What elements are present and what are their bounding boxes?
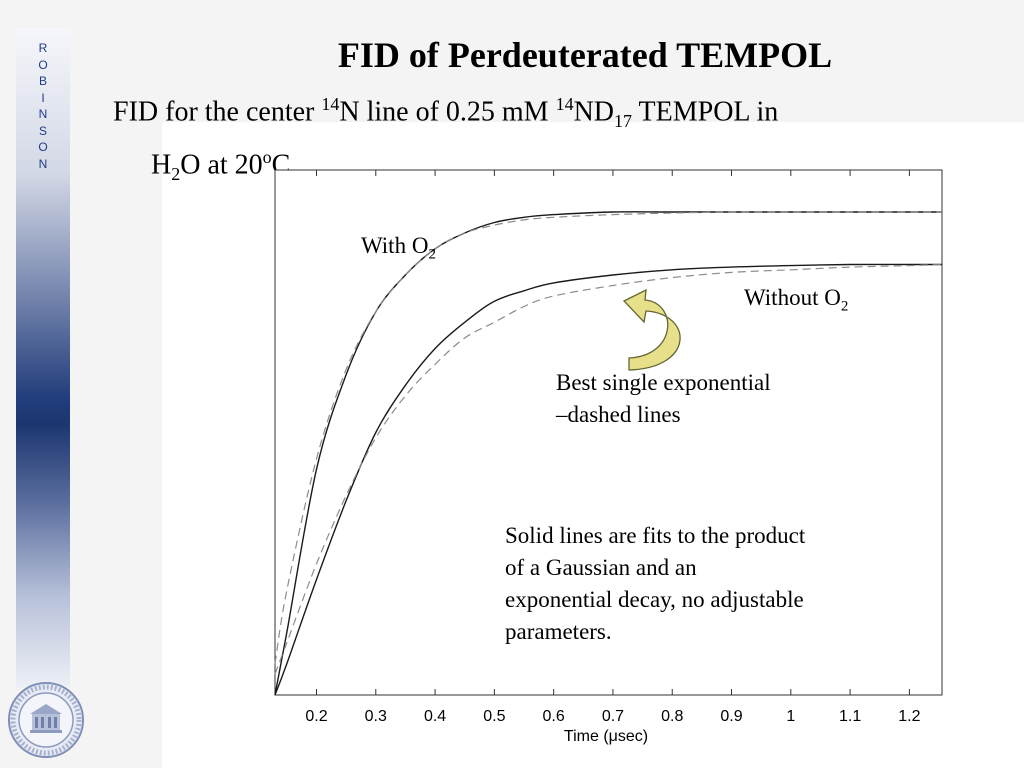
solid-note-line: Solid lines are fits to the product — [505, 523, 806, 548]
subtitle-text: TEMPOL in — [632, 96, 779, 128]
label-with-o2-text: With O — [361, 233, 429, 258]
subtitle-sub: 17 — [614, 110, 633, 131]
x-tick-label: 0.9 — [720, 708, 742, 725]
x-tick-label: 1.2 — [898, 708, 920, 725]
series-line — [274, 211, 942, 696]
subtitle-sub: 2 — [171, 163, 181, 184]
x-tick-label: 0.5 — [483, 708, 505, 725]
solid-note-line: parameters. — [505, 619, 612, 644]
subtitle-text: N line of 0.25 mM — [339, 96, 556, 128]
dashed-note-line: –dashed lines — [556, 402, 681, 427]
header-band — [0, 0, 1024, 122]
dashed-lines-note: Best single exponential –dashed lines — [556, 367, 771, 431]
x-axis-label: Time (μsec) — [564, 728, 648, 745]
subtitle-text: ND — [573, 96, 615, 128]
subtitle-line-1: FID for the center 14N line of 0.25 mM 1… — [113, 86, 993, 139]
subtitle-sup: 14 — [555, 94, 574, 114]
subtitle-sup: o — [262, 146, 272, 167]
slide-subtitle: FID for the center 14N line of 0.25 mM 1… — [113, 86, 993, 192]
label-with-o2-sub: 2 — [428, 246, 436, 263]
series-line — [274, 211, 942, 664]
solid-note-line: of a Gaussian and an — [505, 555, 697, 580]
label-without-o2-text: Without O — [744, 285, 841, 310]
vertical-letter: O — [38, 57, 48, 72]
x-tick-label: 0.7 — [602, 708, 624, 725]
series-line — [274, 263, 943, 675]
solid-lines-note: Solid lines are fits to the product of a… — [505, 520, 805, 648]
vertical-letter: O — [38, 140, 48, 154]
label-without-o2-sub: 2 — [840, 298, 849, 315]
plot-frame — [274, 169, 943, 696]
series-line — [274, 263, 942, 696]
vertical-letter: N — [38, 156, 48, 171]
label-without-o2: Without O2 — [744, 282, 848, 323]
subtitle-text: FID for the center — [113, 96, 322, 128]
x-tick-label: 1.1 — [839, 708, 861, 725]
vertical-letter: B — [38, 74, 47, 88]
x-tick-label: 0.3 — [365, 708, 387, 725]
subtitle-text: O at 20 — [180, 149, 263, 181]
solid-note-line: exponential decay, no adjustable — [505, 587, 804, 612]
vertical-letter: I — [41, 90, 45, 105]
slide-title: FID of Perdeuterated TEMPOL — [337, 35, 833, 75]
side-gradient-stripe — [16, 28, 70, 688]
curved-arrow-icon — [622, 288, 681, 371]
vertical-letter: N — [38, 107, 48, 121]
x-tick-label: 0.8 — [661, 708, 683, 725]
subtitle-sup: 14 — [321, 94, 340, 114]
x-tick-label: 0.2 — [305, 708, 327, 725]
x-tick-label: 0.4 — [424, 708, 446, 725]
x-tick-label: 1 — [786, 708, 795, 725]
university-seal-icon — [8, 682, 84, 758]
vertical-letter: R — [38, 41, 48, 55]
subtitle-line-2: H2O at 20oC — [113, 139, 993, 192]
subtitle-text: H — [151, 149, 172, 181]
label-with-o2: With O2 — [361, 230, 436, 271]
vertical-letter: S — [38, 123, 47, 138]
x-tick-label: 0.6 — [543, 708, 565, 725]
dashed-note-line: Best single exponential — [556, 370, 771, 395]
